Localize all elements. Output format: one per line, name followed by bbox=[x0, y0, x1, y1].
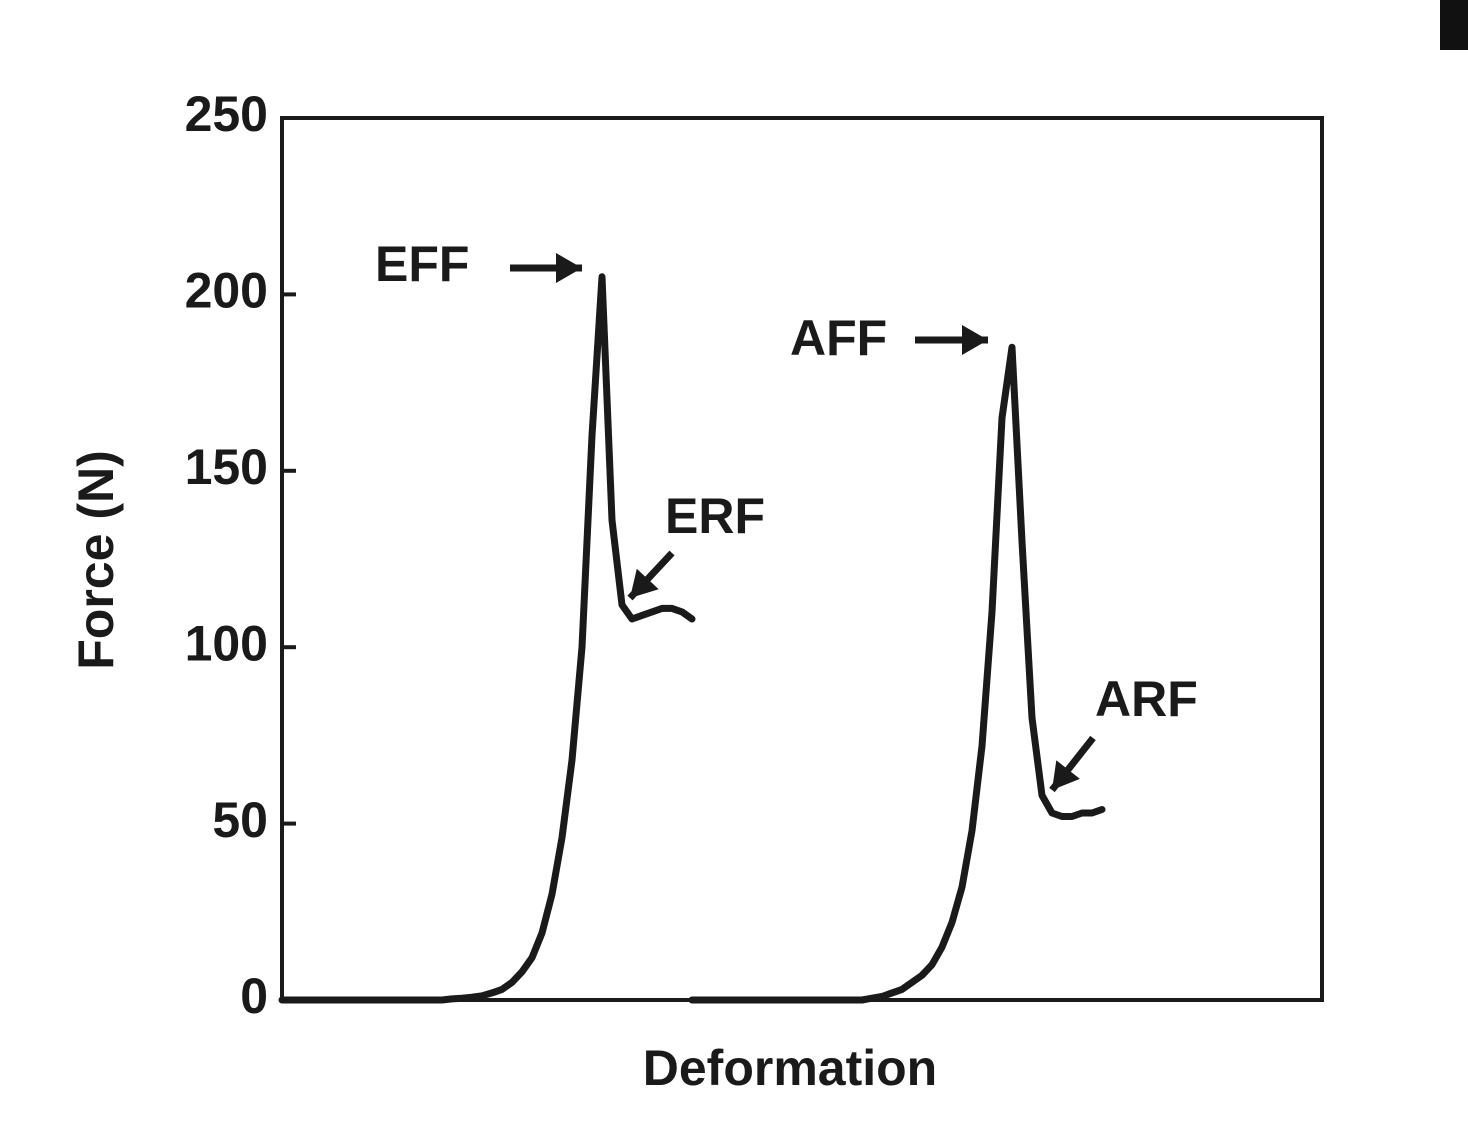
annotation: ERF bbox=[665, 488, 765, 544]
x-axis-title: Deformation bbox=[643, 1040, 937, 1096]
y-tick-label: 50 bbox=[212, 792, 268, 848]
y-axis-title: Force (N) bbox=[68, 450, 124, 669]
annotation: EFF bbox=[375, 236, 469, 292]
annotation: AFF bbox=[790, 310, 887, 366]
line-series bbox=[278, 273, 696, 1004]
arrow-head bbox=[1052, 760, 1080, 790]
y-tick-label: 150 bbox=[185, 439, 268, 495]
line-series bbox=[688, 343, 1106, 1004]
arrow-head bbox=[556, 253, 582, 283]
arrow-head bbox=[962, 325, 988, 355]
annotation: ARF bbox=[1095, 671, 1198, 727]
arrow-head bbox=[630, 568, 659, 598]
y-tick-label: 100 bbox=[185, 615, 268, 671]
y-tick-label: 250 bbox=[185, 86, 268, 142]
y-tick-label: 200 bbox=[185, 263, 268, 319]
y-tick-label: 0 bbox=[240, 968, 268, 1024]
scan-edge bbox=[1440, 0, 1468, 50]
